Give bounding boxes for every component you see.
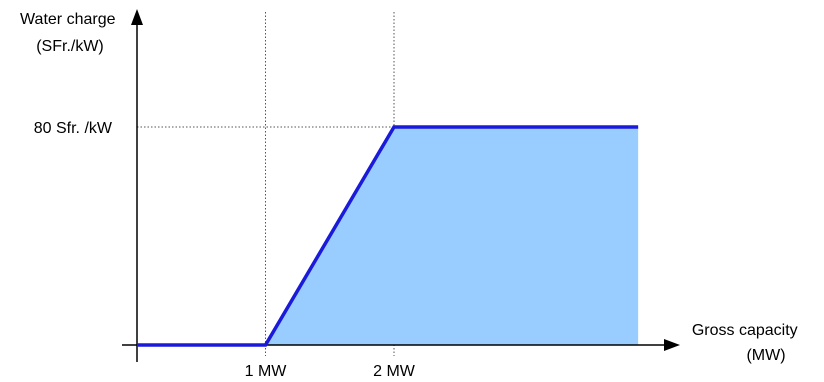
y-axis-label-line-2: (SFr./kW) (36, 38, 104, 55)
y-axis-label-line-1: Water charge (20, 11, 116, 28)
tick-labels: 1 MW 2 MW 80 Sfr. /kW (34, 120, 416, 380)
y-axis-arrow-icon (131, 9, 143, 25)
x-tick-label-1: 1 MW (245, 363, 288, 380)
charge-line (137, 125, 639, 347)
charge-area-fill (265, 127, 639, 345)
x-axis-label: Gross capacity (MW) (692, 322, 802, 364)
x-axis-arrow-icon (664, 339, 680, 351)
x-tick-label-2: 2 MW (373, 363, 416, 380)
x-axis-label-line-1: Gross capacity (692, 322, 798, 339)
y-tick-label-1: 80 Sfr. /kW (34, 120, 113, 137)
x-axis-label-line-2: (MW) (746, 347, 785, 364)
y-axis-label: Water charge (SFr./kW) (20, 11, 120, 55)
